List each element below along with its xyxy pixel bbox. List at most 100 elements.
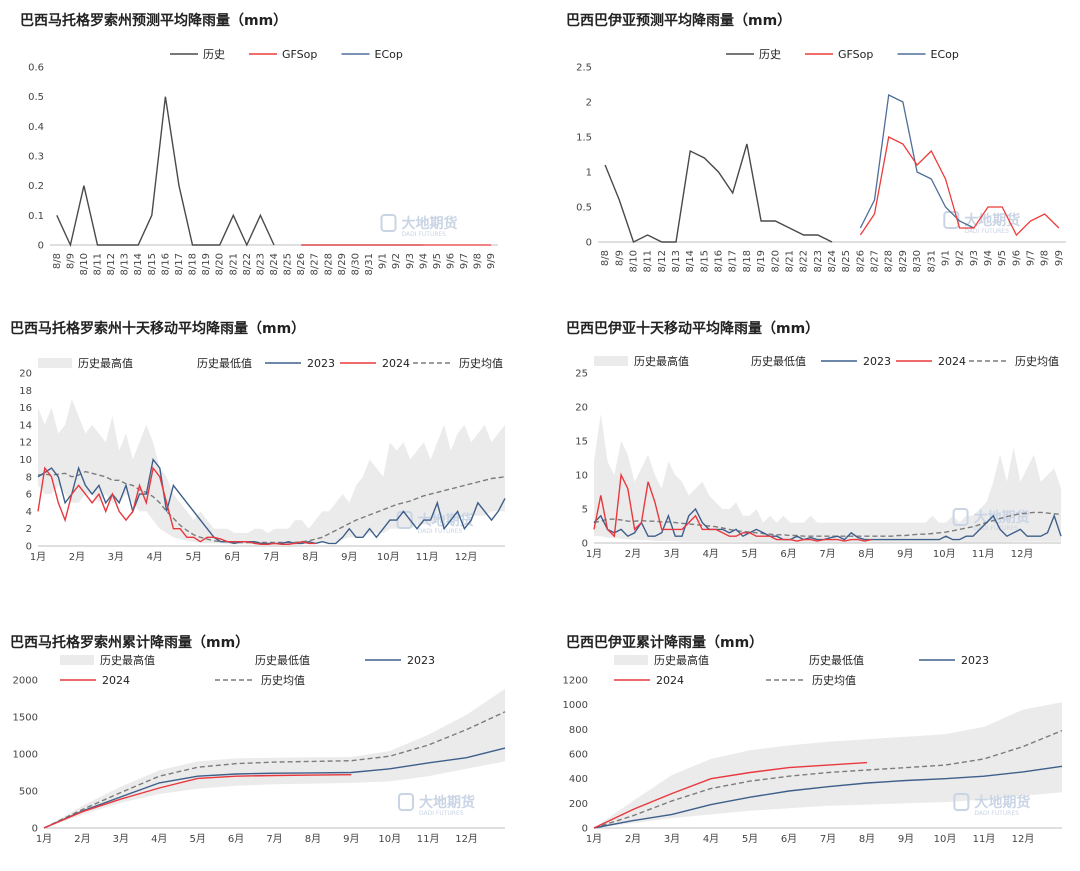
mt-cum-x-tick: 8月 <box>305 833 321 845</box>
mt-10day-y-tick: 10 <box>19 455 32 466</box>
legend-swatch-hist-max <box>614 655 648 665</box>
ba-10day-x-tick: 3月 <box>664 548 680 560</box>
mt-10day-x-tick: 4月 <box>147 551 163 563</box>
watermark-subtext: DADI FUTURES <box>974 525 1019 532</box>
mt-10day-x-tick: 1月 <box>30 551 46 563</box>
mt-cum-series-avg <box>43 711 506 829</box>
ba-forecast-x-tick: 8/15 <box>699 250 710 272</box>
legend-label-min: 历史最低值 <box>255 654 310 667</box>
mt-10day-x-tick: 8月 <box>302 551 318 563</box>
ba-forecast-y-tick: 1 <box>586 168 592 179</box>
mt-cum-series-2023 <box>43 747 506 829</box>
ba-forecast-x-tick: 8/14 <box>685 250 696 272</box>
mt-forecast-x-tick: 8/30 <box>350 253 361 275</box>
watermark-logo-icon <box>953 793 970 811</box>
mt-forecast-x-tick: 8/18 <box>188 253 199 275</box>
legend-label-max: 历史最高值 <box>654 653 709 667</box>
mt-forecast-x-tick: 8/14 <box>133 253 144 275</box>
watermark-subtext: DADI FUTURES <box>402 231 447 238</box>
mt-10day-x-tick: 10月 <box>377 551 400 563</box>
watermark-subtext: DADI FUTURES <box>974 810 1019 817</box>
legend-label-ec: ECop <box>931 48 959 61</box>
ba-10day-y-tick: 15 <box>575 437 588 448</box>
mt-forecast-x-tick: 8/12 <box>106 253 117 275</box>
ba-forecast-x-tick: 8/11 <box>643 250 654 272</box>
ba-forecast-x-tick: 8/9 <box>614 250 625 266</box>
legend-label-gfs: GFSop <box>282 48 317 61</box>
legend-label-y2024: 2024 <box>102 674 130 687</box>
mt-10day-band-max-min <box>38 399 505 545</box>
ba-cum-x-tick: 3月 <box>664 833 680 845</box>
ba-forecast-x-tick: 9/3 <box>969 250 980 266</box>
watermark-logo-icon <box>380 214 397 232</box>
chart-title-mt-forecast: 巴西马托格罗索州预测平均降雨量（mm） <box>20 13 288 29</box>
mt-10day-x-tick: 5月 <box>185 551 201 563</box>
mt-forecast-x-tick: 8/23 <box>255 253 266 275</box>
mt-cum-x-tick: 11月 <box>417 833 440 845</box>
mt-forecast-y-tick: 0.6 <box>28 63 44 74</box>
ba-cum-y-tick: 200 <box>569 799 588 810</box>
legend-label-y2023: 2023 <box>407 654 435 667</box>
mt-forecast-x-tick: 8/22 <box>242 253 253 275</box>
mt-forecast-y-tick: 0.3 <box>28 152 44 163</box>
ba-forecast-x-tick: 8/27 <box>870 250 881 272</box>
mt-forecast-x-tick: 8/20 <box>215 253 226 275</box>
legend-label-y2023: 2023 <box>863 355 891 368</box>
mt-forecast-x-tick: 8/11 <box>93 253 104 275</box>
chart-title-ba-forecast: 巴西巴伊亚预测平均降雨量（mm） <box>566 13 792 29</box>
ba-10day-x-tick: 9月 <box>897 548 913 560</box>
ba-forecast-x-tick: 9/6 <box>1011 250 1022 266</box>
mt-10day-x-tick: 12月 <box>455 551 478 563</box>
legend-swatch-hist-max <box>594 356 628 366</box>
mt-forecast-y-tick: 0.1 <box>28 211 44 222</box>
legend-label-y2024: 2024 <box>382 357 410 370</box>
panel-ba-forecast: 巴西巴伊亚预测平均降雨量（mm） 0 0.5 1 1.5 2 2.5 8/8 8/9 8/10 8… <box>566 10 1066 280</box>
mt-forecast-x-tick: 9/2 <box>391 253 402 269</box>
ba-forecast-y-tick: 1.5 <box>576 133 592 144</box>
legend-label-y2024: 2024 <box>656 674 684 687</box>
mt-10day-x-tick: 7月 <box>263 551 279 563</box>
ba-forecast-x-tick: 8/30 <box>912 250 923 272</box>
ba-forecast-y-tick: 2 <box>586 98 592 109</box>
mt-forecast-x-tick: 9/1 <box>378 253 389 269</box>
mt-cum-x-tick: 6月 <box>228 833 244 845</box>
legend-label-max: 历史最高值 <box>100 653 155 667</box>
legend-label-avg: 历史均值 <box>261 674 305 687</box>
chart-mt-cum: 0 500 1000 1500 2000 1月 2月 3月 4月 5月 6月 7月 8月 9月 10月 11月… <box>13 653 506 845</box>
chart-title-mt-cum: 巴西马托格罗索州累计降雨量（mm） <box>10 635 250 651</box>
ba-cum-x-tick: 1月 <box>586 833 602 845</box>
mt-forecast-x-tick: 8/27 <box>310 253 321 275</box>
chart-title-ba-cum: 巴西巴伊亚累计降雨量（mm） <box>566 635 764 651</box>
mt-cum-series-2024 <box>43 774 352 829</box>
mt-cum-x-tick: 12月 <box>455 833 478 845</box>
mt-10day-y-tick: 18 <box>19 386 32 397</box>
ba-10day-x-tick: 11月 <box>972 548 995 560</box>
watermark-subtext: DADI FUTURES <box>418 528 463 535</box>
ba-10day-y-tick: 20 <box>575 403 588 414</box>
mt-forecast-x-tick: 9/5 <box>432 253 443 269</box>
ba-forecast-x-tick: 8/26 <box>855 250 866 272</box>
chart-mt-forecast: 00.10.20.30.40.50.68/8 8/9 8/10 8/11 8/12 8/1… <box>28 48 498 275</box>
ba-10day-y-tick: 5 <box>582 505 588 516</box>
ba-forecast-x-tick: 8/8 <box>600 250 611 266</box>
watermark-logo-icon <box>952 508 969 526</box>
ba-forecast-x-tick: 8/20 <box>770 250 781 272</box>
mt-cum-x-tick: 4月 <box>151 833 167 845</box>
legend-label-min: 历史最低值 <box>809 654 864 667</box>
ba-forecast-y-tick: 0.5 <box>576 203 592 214</box>
ba-forecast-x-tick: 8/22 <box>799 250 810 272</box>
mt-10day-y-tick: 8 <box>26 472 32 483</box>
ba-10day-series-2024 <box>593 472 872 542</box>
ba-forecast-x-tick: 8/17 <box>728 250 739 272</box>
mt-cum-band-max-min <box>44 688 505 828</box>
ba-cum-x-tick: 7月 <box>820 833 836 845</box>
ba-forecast-x-tick: 8/25 <box>841 250 852 272</box>
mt-forecast-x-tick: 8/8 <box>52 253 63 269</box>
legend-label-y2023: 2023 <box>961 654 989 667</box>
ba-cum-x-tick: 12月 <box>1012 833 1035 845</box>
mt-10day-y-tick: 20 <box>19 369 32 380</box>
ba-forecast-x-tick: 8/29 <box>898 250 909 272</box>
mt-forecast-x-tick: 8/26 <box>296 253 307 275</box>
mt-forecast-y-tick: 0.4 <box>28 122 44 133</box>
mt-forecast-x-tick: 8/17 <box>174 253 185 275</box>
